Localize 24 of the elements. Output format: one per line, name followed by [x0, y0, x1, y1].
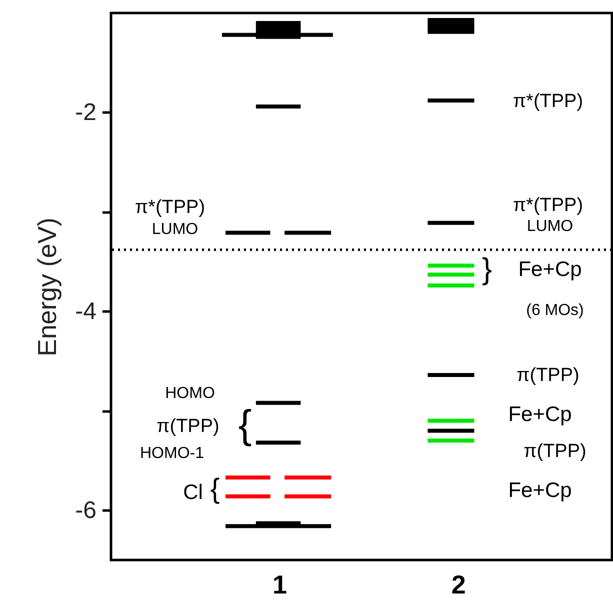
annotation: } [482, 253, 492, 286]
annotation: HOMO-1 [140, 445, 204, 462]
annotation: π*(TPP) [512, 195, 584, 216]
annotation: Cl [183, 481, 203, 504]
annotation: { [210, 473, 220, 504]
annotation: π*(TPP) [134, 197, 206, 218]
x-tick-label: 1 [272, 570, 287, 600]
y-tick-label: -4 [75, 298, 96, 325]
y-tick-label: -6 [75, 496, 96, 524]
annotation: π(TPP) [524, 441, 586, 462]
annotation: LUMO [526, 218, 574, 235]
annotation: { [238, 403, 252, 447]
annotation: Fe+Cp [518, 258, 582, 281]
annotation: π(TPP) [156, 416, 220, 437]
annotation: π*(TPP) [512, 91, 584, 112]
x-tick-label: 2 [451, 570, 466, 600]
y-tick-label: -2 [75, 98, 96, 126]
annotation: Fe+Cp [508, 403, 572, 426]
y-axis-title: Energy (eV) [32, 218, 62, 356]
annotation: HOMO [165, 385, 215, 402]
annotation: π(TPP) [516, 365, 580, 386]
annotation: Fe+Cp [508, 479, 572, 502]
annotation: LUMO [152, 221, 198, 238]
annotation: (6 MOs) [526, 302, 584, 319]
